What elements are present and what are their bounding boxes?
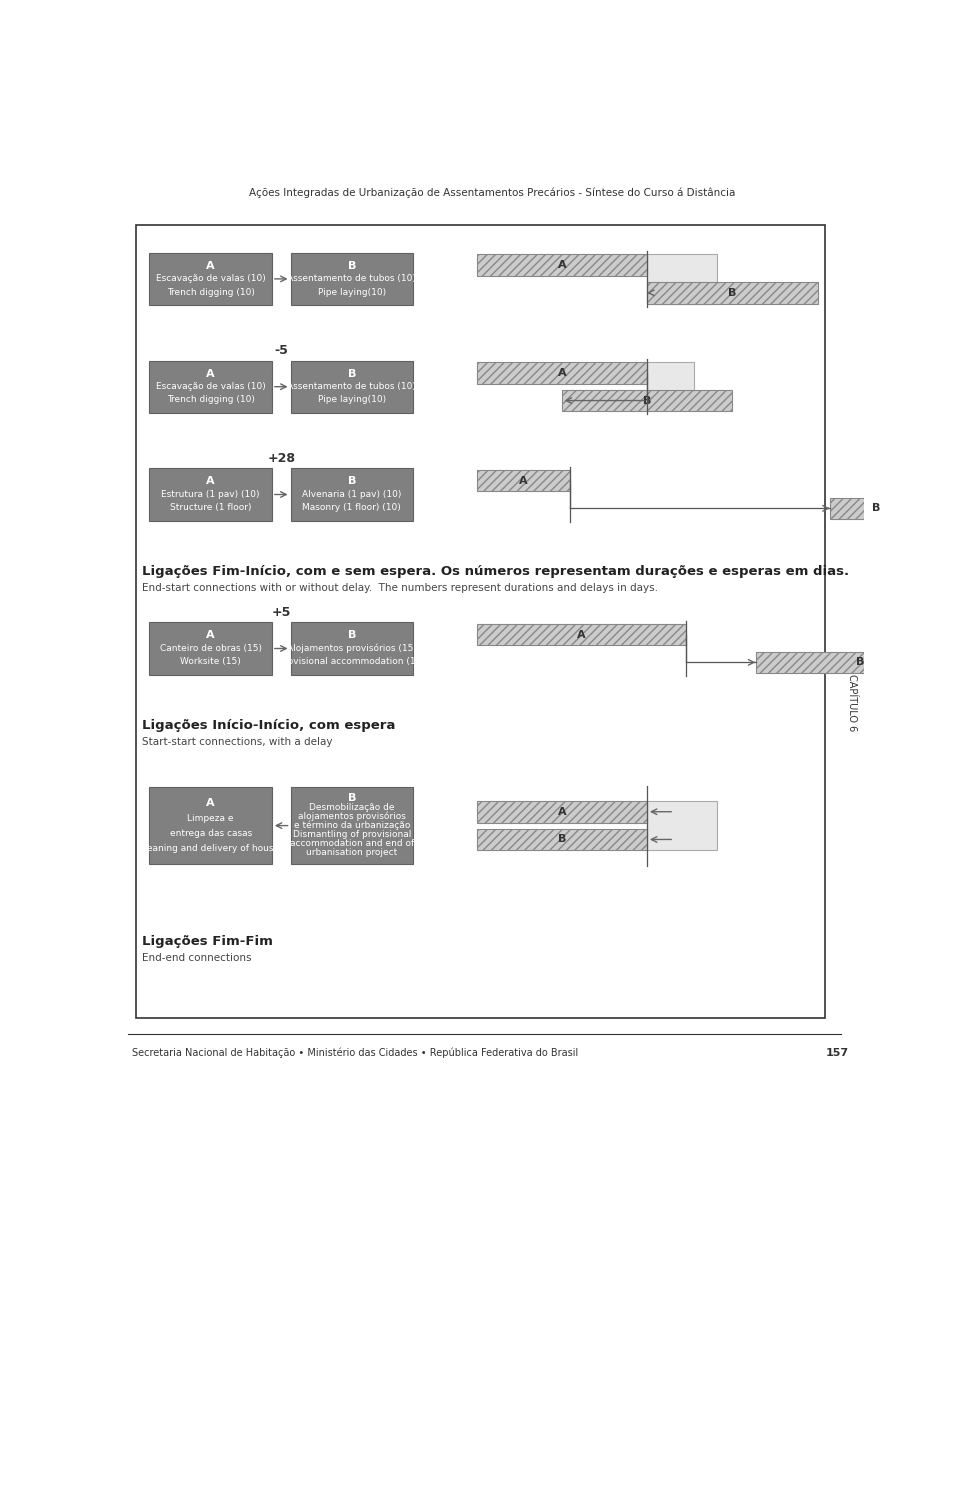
Text: -5: -5 [275,344,288,358]
Bar [291,253,413,305]
Bar [476,362,647,383]
Text: Escavação de valas (10): Escavação de valas (10) [156,274,266,283]
Bar [476,802,647,822]
Bar [476,828,647,851]
Text: B: B [348,794,356,803]
Text: A: A [206,368,215,378]
Text: CAPÍTULO 6: CAPÍTULO 6 [848,673,857,732]
Bar [829,498,923,519]
Text: Alojamentos provisórios (15): Alojamentos provisórios (15) [287,644,417,653]
Text: +5: +5 [272,606,291,620]
Bar [150,361,272,413]
Bar [647,282,818,304]
Text: Ações Integradas de Urbanização de Assentamentos Precários - Síntese do Curso á : Ações Integradas de Urbanização de Assen… [249,188,735,198]
Text: Ligações Início-Início, com espera: Ligações Início-Início, com espera [142,720,396,732]
Text: Trench digging (10): Trench digging (10) [167,288,254,297]
Bar [476,255,647,276]
Text: Canteiro de obras (15): Canteiro de obras (15) [159,644,262,653]
Text: e término da urbanização: e término da urbanização [294,821,410,830]
Bar [135,225,826,1018]
Bar [150,468,272,520]
Text: Limpeza e: Limpeza e [187,814,234,822]
Text: Pipe laying(10): Pipe laying(10) [318,395,386,404]
Text: Desmobilização de: Desmobilização de [309,803,395,812]
Text: A: A [577,630,586,639]
Bar [150,623,272,675]
Text: Estrutura (1 pav) (10): Estrutura (1 pav) (10) [161,490,260,499]
Text: A: A [558,806,566,817]
Bar [756,651,960,673]
Text: entrega das casas: entrega das casas [170,828,252,837]
Text: Escavação de valas (10): Escavação de valas (10) [156,383,266,392]
Text: B: B [348,630,356,641]
Bar [476,624,685,645]
Bar [476,255,647,276]
Bar [476,828,647,851]
Text: A: A [206,477,215,486]
Text: B: B [348,261,356,271]
Text: +28: +28 [267,453,296,465]
Text: End-end connections: End-end connections [142,954,252,963]
Text: A: A [558,261,566,270]
Text: Trench digging (10): Trench digging (10) [167,395,254,404]
Bar [476,624,685,645]
Text: Secretaria Nacional de Habitação • Ministério das Cidades • República Federativa: Secretaria Nacional de Habitação • Minis… [132,1047,578,1058]
Bar [476,362,647,383]
Text: Assentamento de tubos (10): Assentamento de tubos (10) [287,383,417,392]
Text: Dismantling of provisional: Dismantling of provisional [293,830,411,839]
Text: B: B [348,368,356,378]
Bar [476,469,569,492]
Bar [562,390,732,411]
Text: Ligações Fim-Início, com e sem espera. Os números representam durações e esperas: Ligações Fim-Início, com e sem espera. O… [142,565,849,578]
Text: A: A [206,630,215,641]
Text: Assentamento de tubos (10): Assentamento de tubos (10) [287,274,417,283]
Text: B: B [873,504,880,514]
Text: urbanisation project: urbanisation project [306,848,397,857]
Text: B: B [643,395,651,405]
Text: Structure (1 floor): Structure (1 floor) [170,504,252,513]
Text: Cleaning and delivery of houses: Cleaning and delivery of houses [138,843,283,852]
Text: alojamentos provisórios: alojamentos provisórios [298,812,406,821]
Bar [150,253,272,305]
Bar [562,390,732,411]
Text: 157: 157 [826,1047,849,1058]
Bar [647,282,818,304]
Bar [647,362,693,392]
Bar [647,802,717,851]
Bar [150,787,272,864]
Text: End-start connections with or without delay.  The numbers represent durations an: End-start connections with or without de… [142,584,658,593]
Text: Alvenaria (1 pav) (10): Alvenaria (1 pav) (10) [302,490,401,499]
Bar [291,787,413,864]
Text: A: A [518,475,527,486]
Text: B: B [348,477,356,486]
Text: Pipe laying(10): Pipe laying(10) [318,288,386,297]
Bar [476,469,569,492]
Text: B: B [856,657,864,668]
Bar [476,802,647,822]
Text: Provisional accommodation (15): Provisional accommodation (15) [278,657,424,666]
Text: A: A [206,261,215,271]
Bar [291,468,413,520]
Bar [647,255,717,304]
Text: A: A [558,368,566,378]
Text: A: A [206,799,215,808]
Text: Start-start connections, with a delay: Start-start connections, with a delay [142,738,332,748]
Text: B: B [728,288,736,298]
Text: Ligações Fim-Fim: Ligações Fim-Fim [142,934,273,948]
Text: Worksite (15): Worksite (15) [180,657,241,666]
Bar [756,651,960,673]
Text: Masonry (1 floor) (10): Masonry (1 floor) (10) [302,504,401,513]
Bar [291,361,413,413]
Bar [829,498,923,519]
Bar [291,623,413,675]
Text: accommodation and end of: accommodation and end of [290,839,414,848]
Text: B: B [558,834,566,845]
